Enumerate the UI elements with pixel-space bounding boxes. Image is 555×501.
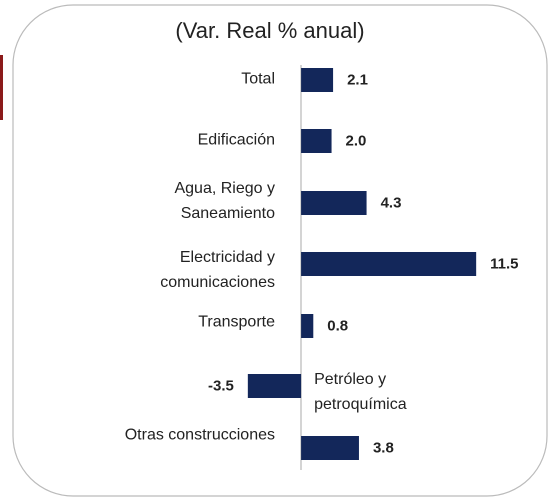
category-label: Petróleo y petroquímica bbox=[314, 371, 407, 413]
category-label: Electricidad y comunicaciones bbox=[160, 249, 275, 291]
bar bbox=[301, 314, 314, 338]
category-label: Otras construcciones bbox=[124, 426, 275, 444]
value-label: 4.3 bbox=[380, 194, 402, 212]
value-label: 0.8 bbox=[327, 317, 349, 335]
bar bbox=[301, 436, 359, 460]
bar bbox=[301, 68, 334, 92]
category-label: Total bbox=[241, 70, 275, 88]
frame bbox=[12, 4, 548, 497]
value-label: 2.0 bbox=[345, 132, 367, 150]
bar bbox=[301, 252, 477, 276]
chart-title: (Var. Real % anual) bbox=[175, 18, 365, 43]
bar bbox=[301, 129, 332, 153]
value-label: 11.5 bbox=[490, 255, 519, 273]
category-label: Edificación bbox=[197, 131, 275, 149]
value-label: -3.5 bbox=[207, 377, 234, 395]
bar bbox=[301, 191, 367, 215]
value-label: 3.8 bbox=[372, 439, 394, 457]
category-label: Transporte bbox=[198, 313, 275, 331]
value-label: 2.1 bbox=[347, 71, 368, 89]
bar bbox=[247, 374, 302, 398]
category-label: Agua, Riego y Saneamiento bbox=[174, 180, 275, 222]
edge-decoration bbox=[0, 55, 3, 120]
